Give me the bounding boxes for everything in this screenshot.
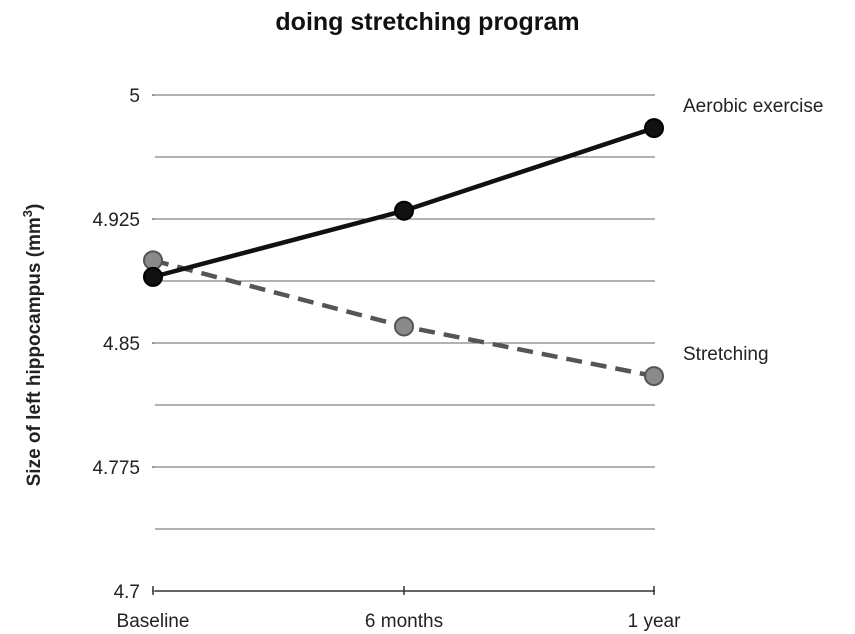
data-point <box>143 250 163 271</box>
y-tick-label: 4.7 <box>114 582 140 603</box>
y-tick-labels: 4.7 4.775 4.85 4.925 5 <box>92 86 155 603</box>
series-labels: Aerobic exercise Stretching <box>683 96 823 365</box>
x-tick-label: Baseline <box>117 611 190 632</box>
chart-title: doing stretching program <box>275 8 580 36</box>
y-tick-label: 5 <box>129 86 140 107</box>
x-tick-labels: Baseline 6 months 1 year <box>117 586 681 632</box>
data-point <box>143 266 163 287</box>
x-tick-label: 6 months <box>365 611 443 632</box>
series-label: Aerobic exercise <box>683 96 823 117</box>
data-point <box>394 316 414 337</box>
x-tick-label: 1 year <box>628 611 681 632</box>
y-tick-label: 4.85 <box>103 334 140 355</box>
data-point <box>644 366 664 387</box>
data-point <box>394 200 414 221</box>
series-label: Stretching <box>683 344 769 365</box>
y-axis-label-superscript: 3 <box>20 210 35 217</box>
y-tick-label: 4.775 <box>92 458 140 479</box>
y-axis-label-main: Size of left hippocampus (mm <box>24 217 45 486</box>
series-lines <box>152 125 655 379</box>
grid-lines <box>155 94 655 530</box>
series-points <box>143 118 664 387</box>
y-axis-label-suffix: ) <box>24 204 45 210</box>
y-tick-label: 4.925 <box>92 210 140 231</box>
data-point <box>644 118 664 139</box>
y-axis-label: Size of left hippocampus (mm3) <box>20 204 45 487</box>
